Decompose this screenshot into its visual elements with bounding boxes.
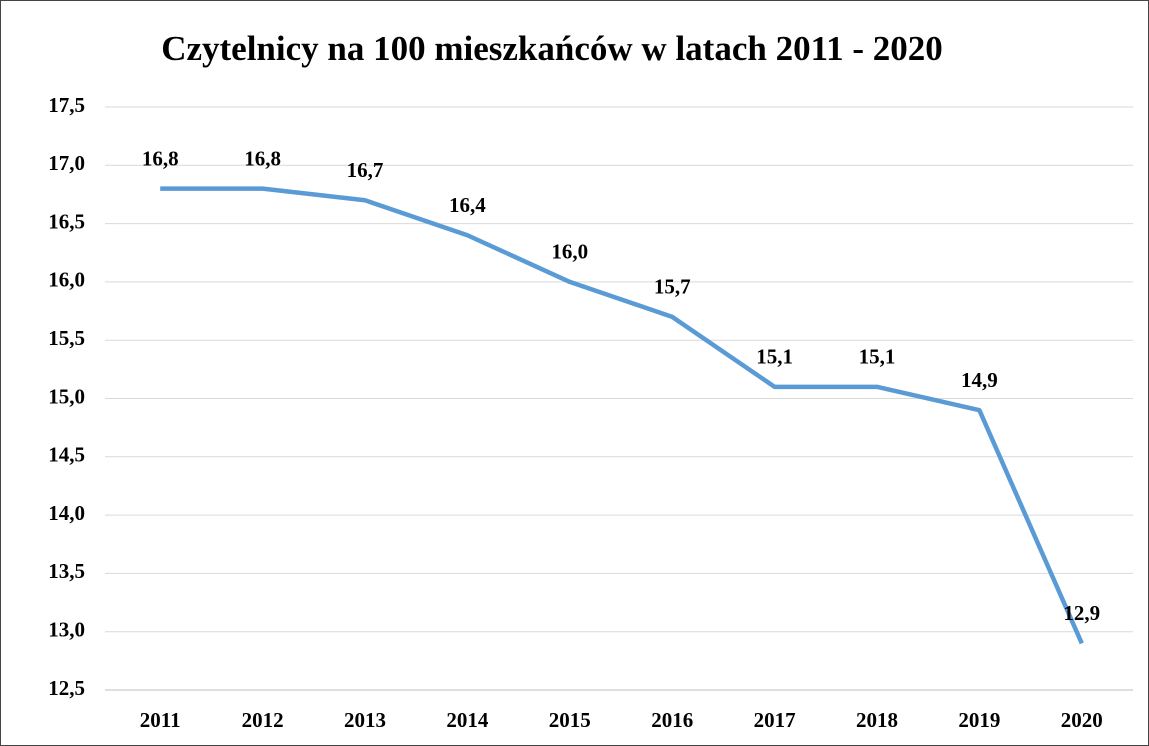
x-tick-label: 2017 xyxy=(754,708,796,732)
y-tick-label: 17,5 xyxy=(48,93,85,117)
x-tick-label: 2011 xyxy=(140,708,181,732)
data-label: 16,8 xyxy=(244,146,281,170)
x-tick-label: 2014 xyxy=(446,708,489,732)
x-tick-label: 2012 xyxy=(242,708,284,732)
x-tick-label: 2015 xyxy=(549,708,591,732)
chart-title: Czytelnicy na 100 mieszkańców w latach 2… xyxy=(161,29,943,68)
y-tick-label: 14,0 xyxy=(48,501,85,525)
line-series xyxy=(160,186,1084,645)
x-tick-label: 2018 xyxy=(856,708,898,732)
y-tick-label: 16,0 xyxy=(48,268,85,292)
y-tick-label: 13,5 xyxy=(48,559,85,583)
data-label: 16,0 xyxy=(551,240,588,264)
y-tick-label: 14,5 xyxy=(48,443,85,467)
y-tick-label: 15,0 xyxy=(48,384,85,408)
data-label: 12,9 xyxy=(1063,601,1100,625)
x-tick-label: 2016 xyxy=(651,708,693,732)
data-label: 16,8 xyxy=(142,146,179,170)
data-label: 15,7 xyxy=(654,275,691,299)
x-tick-label: 2013 xyxy=(344,708,386,732)
x-tick-label: 2020 xyxy=(1061,708,1103,732)
data-label: 14,9 xyxy=(961,368,998,392)
y-tick-label: 12,5 xyxy=(48,676,85,700)
y-tick-label: 13,0 xyxy=(48,618,85,642)
data-label: 16,4 xyxy=(449,193,486,217)
data-label: 16,7 xyxy=(347,158,384,182)
y-tick-label: 17,0 xyxy=(48,151,85,175)
y-tick-label: 15,5 xyxy=(48,326,85,350)
x-tick-label: 2019 xyxy=(958,708,1000,732)
y-tick-label: 16,5 xyxy=(48,209,85,233)
data-label: 15,1 xyxy=(859,345,896,369)
data-label: 15,1 xyxy=(756,345,793,369)
